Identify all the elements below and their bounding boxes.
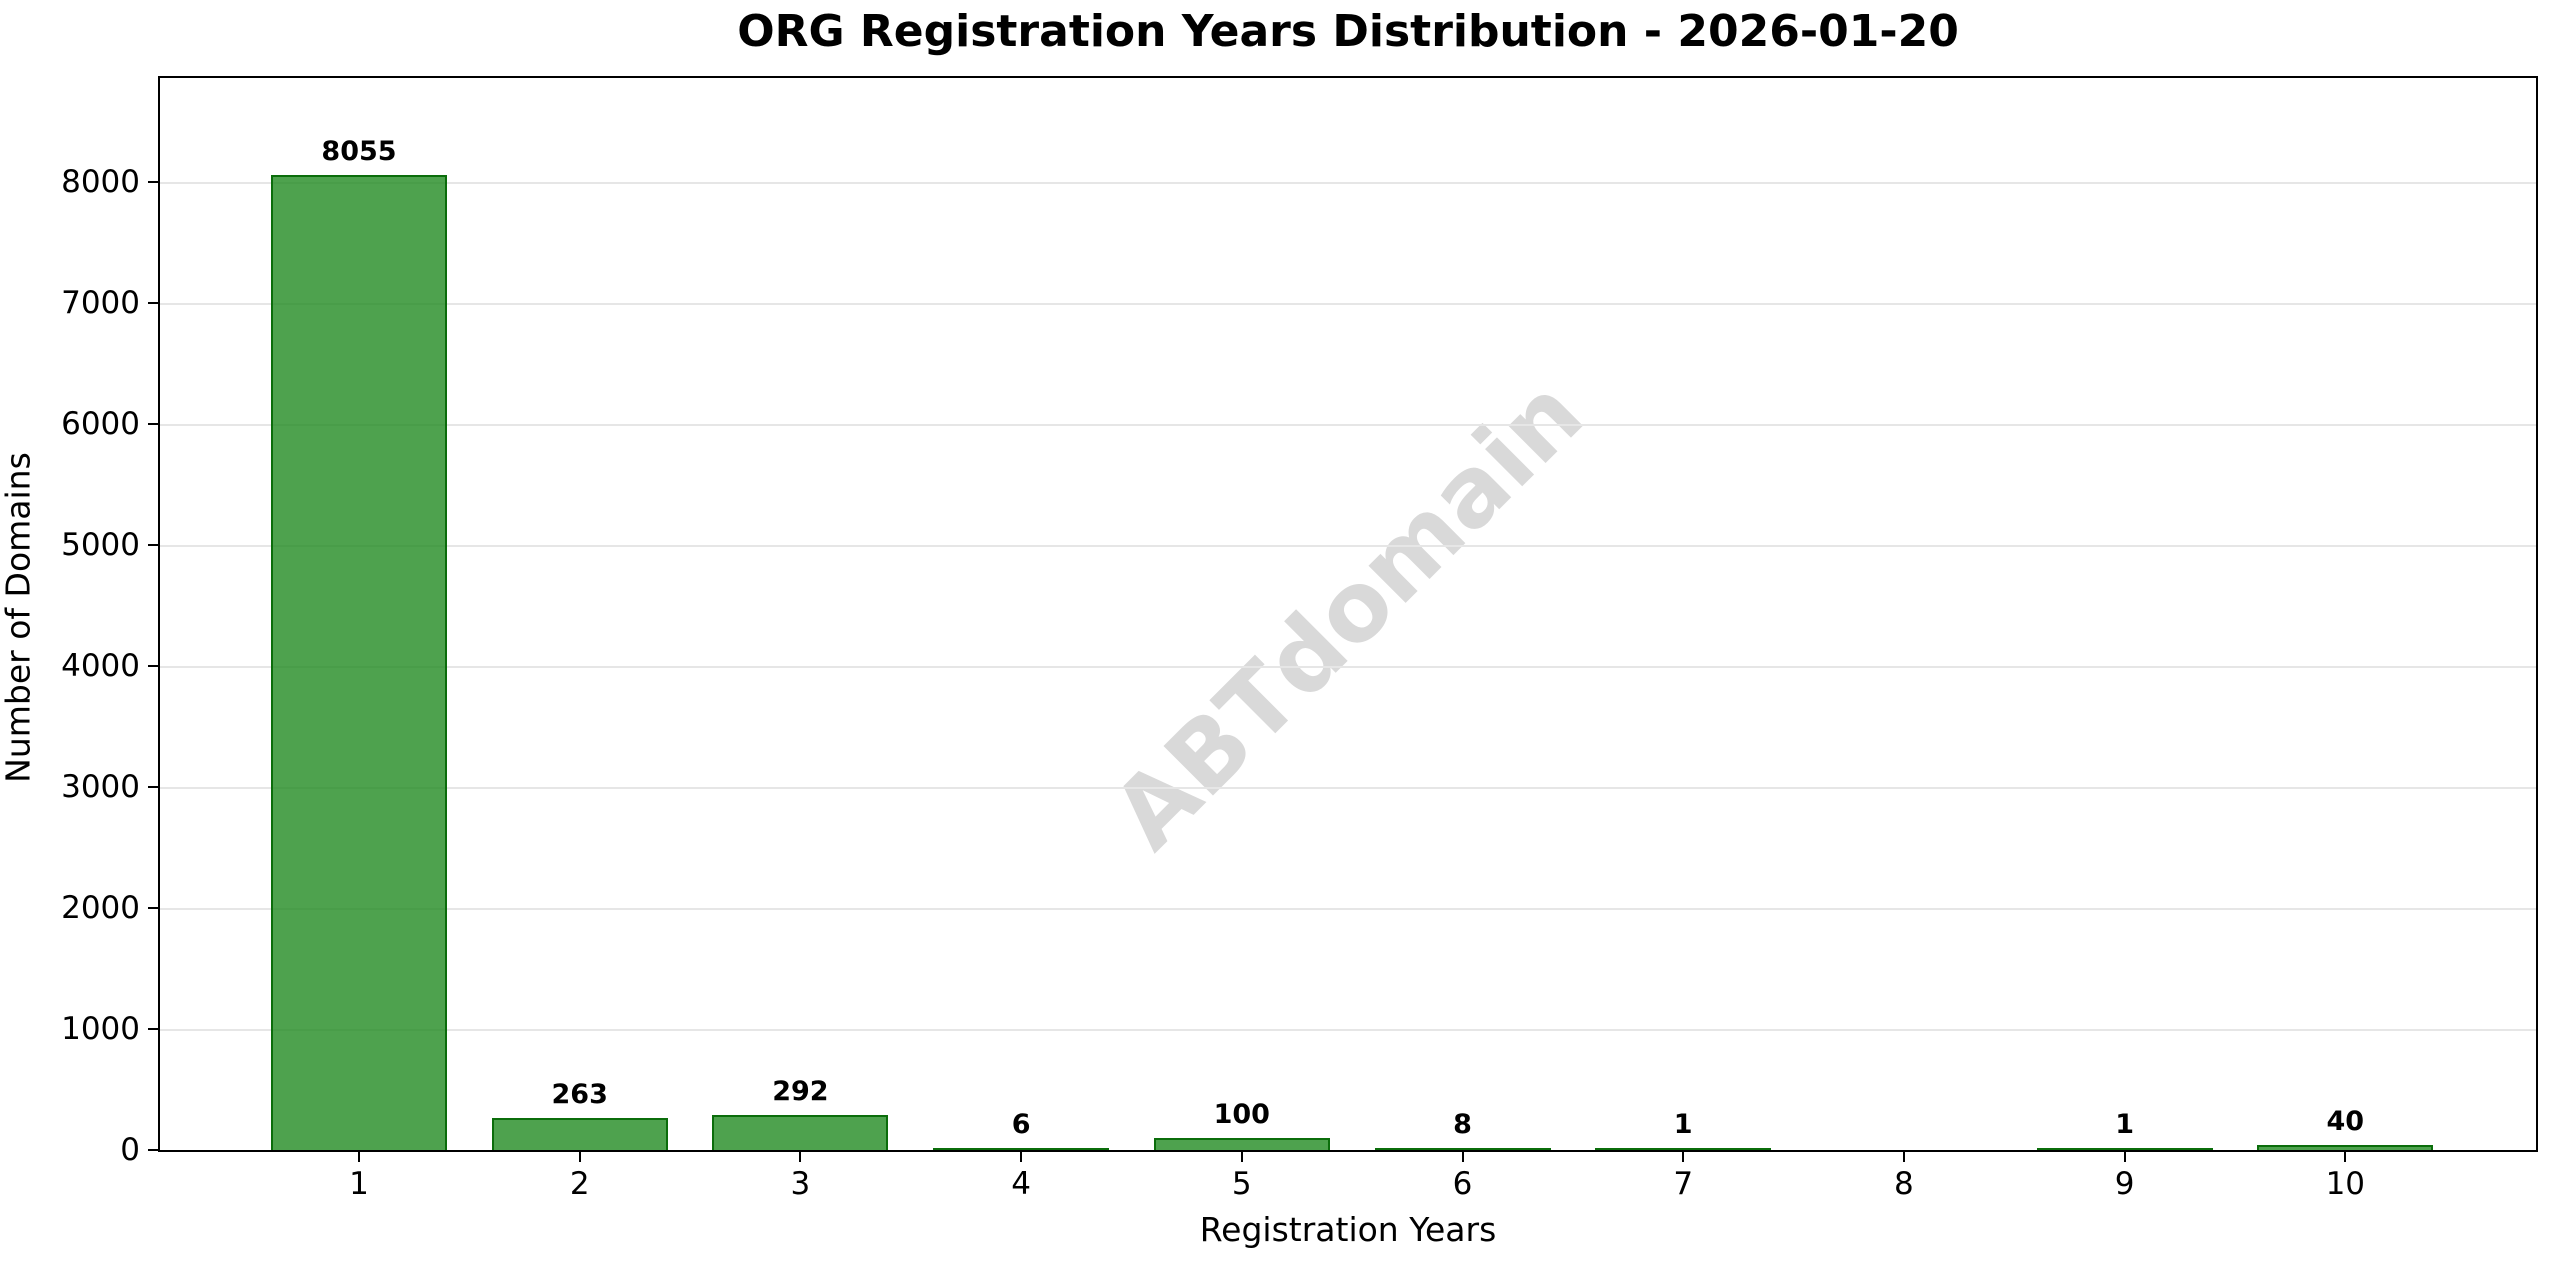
x-tick-label-5: 5 (1231, 1166, 1252, 1202)
y-tick-2000 (148, 906, 158, 909)
bar-year-6 (1374, 1148, 1551, 1150)
y-axis-label: Number of Domains (0, 452, 38, 783)
bar-year-5 (1153, 1137, 1330, 1150)
bar-year-10 (2257, 1145, 2434, 1150)
bar-value-label-3: 292 (772, 1075, 829, 1107)
bar-value-label-9: 1 (2115, 1109, 2134, 1140)
gridline-7000 (160, 302, 2536, 305)
x-tick-3 (799, 1152, 802, 1162)
chart-title: ORG Registration Years Distribution - 20… (737, 6, 1959, 57)
plot-area: 8055 263 292 6 100 8 1 1 40 (158, 76, 2538, 1152)
x-tick-label-1: 1 (349, 1166, 369, 1202)
y-tick-7000 (148, 301, 158, 304)
x-tick-8 (1902, 1152, 1905, 1162)
bar-value-label-2: 263 (551, 1079, 608, 1111)
x-tick-label-9: 9 (2114, 1166, 2135, 1202)
gridline-8000 (160, 181, 2536, 184)
bar-year-7 (1595, 1148, 1772, 1150)
bar-year-1 (271, 174, 447, 1150)
gridline-5000 (160, 544, 2536, 547)
gridline-1000 (160, 1028, 2536, 1031)
y-tick-label-8000: 8000 (61, 163, 140, 200)
bar-year-3 (712, 1114, 889, 1150)
bar-value-label-1: 8055 (321, 135, 397, 167)
x-tick-label-10: 10 (2325, 1166, 2366, 1202)
gridline-2000 (160, 907, 2536, 910)
x-tick-9 (2123, 1152, 2126, 1162)
x-tick-label-6: 6 (1452, 1166, 1473, 1202)
x-tick-7 (1682, 1152, 1685, 1162)
bar-value-label-6: 8 (1453, 1109, 1472, 1140)
gridline-6000 (160, 423, 2536, 426)
x-tick-5 (1240, 1152, 1243, 1162)
y-tick-label-2000: 2000 (61, 889, 140, 926)
x-tick-label-4: 4 (1011, 1166, 1031, 1202)
bar-value-label-5: 100 (1213, 1098, 1270, 1130)
bar-year-9 (2036, 1148, 2213, 1150)
x-tick-label-2: 2 (569, 1166, 590, 1202)
x-tick-label-7: 7 (1673, 1166, 1694, 1202)
bar-year-4 (933, 1148, 1110, 1150)
gridline-3000 (160, 786, 2536, 789)
y-tick-0 (148, 1149, 158, 1151)
y-tick-label-3000: 3000 (61, 768, 140, 805)
y-tick-label-7000: 7000 (61, 284, 140, 321)
y-tick-label-4000: 4000 (61, 647, 140, 684)
x-tick-label-3: 3 (790, 1166, 811, 1202)
y-tick-4000 (148, 664, 158, 667)
x-tick-4 (1020, 1152, 1023, 1162)
y-tick-3000 (148, 785, 158, 788)
x-tick-1 (358, 1152, 360, 1162)
y-tick-6000 (148, 422, 158, 425)
gridline-4000 (160, 665, 2536, 668)
y-tick-1000 (148, 1027, 158, 1030)
x-tick-6 (1461, 1152, 1464, 1162)
y-tick-8000 (148, 180, 158, 183)
x-axis-label: Registration Years (1199, 1210, 1497, 1249)
bar-value-label-7: 1 (1673, 1109, 1693, 1140)
y-tick-label-6000: 6000 (61, 405, 140, 442)
x-tick-label-8: 8 (1894, 1166, 1914, 1202)
y-tick-5000 (148, 543, 158, 546)
x-tick-2 (578, 1152, 581, 1162)
bar-year-2 (491, 1118, 668, 1150)
y-tick-label-1000: 1000 (61, 1010, 140, 1047)
bar-value-label-10: 40 (2326, 1106, 2365, 1138)
bar-value-label-4: 6 (1011, 1109, 1031, 1140)
y-tick-label-5000: 5000 (61, 526, 140, 563)
x-tick-10 (2344, 1152, 2347, 1162)
y-tick-label-0: 0 (120, 1132, 140, 1168)
